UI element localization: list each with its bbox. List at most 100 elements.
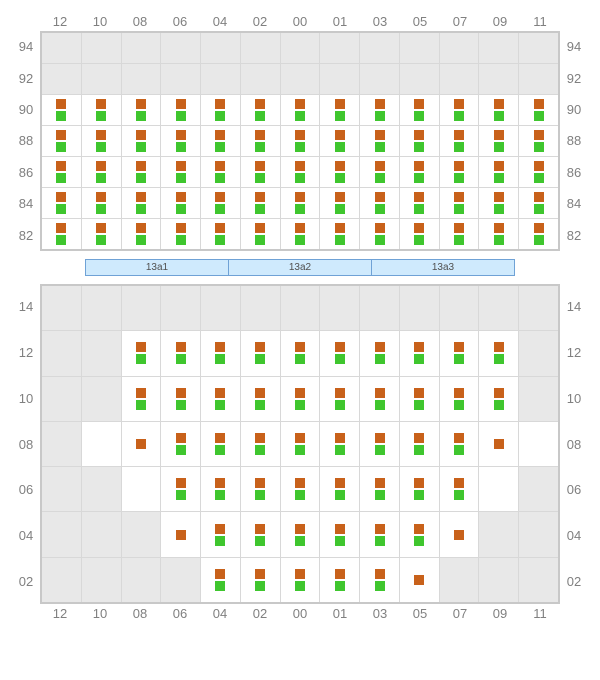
rack-cell[interactable] — [439, 157, 479, 187]
rack-cell[interactable] — [200, 331, 240, 375]
rack-cell[interactable] — [280, 467, 320, 511]
rack-cell[interactable] — [200, 95, 240, 125]
rack-cell[interactable] — [200, 157, 240, 187]
rack-cell[interactable] — [359, 377, 399, 421]
rack-cell[interactable] — [240, 188, 280, 218]
rack-cell[interactable] — [240, 126, 280, 156]
rack-cell[interactable] — [439, 331, 479, 375]
rack-cell[interactable] — [478, 157, 518, 187]
rack-cell[interactable] — [359, 95, 399, 125]
rack-cell[interactable] — [240, 157, 280, 187]
rack-cell[interactable] — [240, 467, 280, 511]
rack-cell[interactable] — [200, 558, 240, 602]
rack-cell[interactable] — [160, 157, 200, 187]
rack-cell[interactable] — [319, 157, 359, 187]
rack-cell[interactable] — [200, 467, 240, 511]
rack-cell[interactable] — [399, 188, 439, 218]
rack-cell[interactable] — [518, 95, 558, 125]
rack-cell[interactable] — [439, 188, 479, 218]
rack-cell[interactable] — [280, 126, 320, 156]
table-segment[interactable]: 13a2 — [228, 260, 371, 275]
rack-cell[interactable] — [160, 95, 200, 125]
rack-cell[interactable] — [200, 422, 240, 466]
rack-cell[interactable] — [359, 558, 399, 602]
rack-cell[interactable] — [280, 422, 320, 466]
rack-cell[interactable] — [319, 377, 359, 421]
rack-cell[interactable] — [319, 219, 359, 249]
rack-cell[interactable] — [518, 422, 558, 466]
rack-cell[interactable] — [319, 467, 359, 511]
rack-cell[interactable] — [81, 157, 121, 187]
rack-cell[interactable] — [478, 467, 518, 511]
rack-cell[interactable] — [319, 188, 359, 218]
rack-cell[interactable] — [240, 422, 280, 466]
rack-cell[interactable] — [478, 188, 518, 218]
rack-cell[interactable] — [439, 512, 479, 556]
rack-cell[interactable] — [160, 422, 200, 466]
rack-cell[interactable] — [240, 512, 280, 556]
rack-cell[interactable] — [319, 95, 359, 125]
table-segment[interactable]: 13a1 — [86, 260, 228, 275]
rack-cell[interactable] — [439, 126, 479, 156]
rack-cell[interactable] — [42, 126, 81, 156]
rack-cell[interactable] — [359, 157, 399, 187]
rack-cell[interactable] — [121, 467, 161, 511]
rack-cell[interactable] — [200, 126, 240, 156]
rack-cell[interactable] — [319, 422, 359, 466]
rack-cell[interactable] — [319, 126, 359, 156]
rack-cell[interactable] — [478, 422, 518, 466]
rack-cell[interactable] — [280, 219, 320, 249]
rack-cell[interactable] — [399, 157, 439, 187]
rack-cell[interactable] — [81, 126, 121, 156]
rack-cell[interactable] — [399, 467, 439, 511]
rack-cell[interactable] — [359, 219, 399, 249]
rack-cell[interactable] — [439, 377, 479, 421]
rack-cell[interactable] — [280, 95, 320, 125]
rack-cell[interactable] — [240, 219, 280, 249]
rack-cell[interactable] — [280, 512, 320, 556]
rack-cell[interactable] — [200, 377, 240, 421]
rack-cell[interactable] — [121, 422, 161, 466]
rack-cell[interactable] — [160, 377, 200, 421]
rack-cell[interactable] — [518, 188, 558, 218]
rack-cell[interactable] — [160, 467, 200, 511]
rack-cell[interactable] — [359, 467, 399, 511]
rack-cell[interactable] — [81, 95, 121, 125]
rack-cell[interactable] — [121, 188, 161, 218]
rack-cell[interactable] — [359, 126, 399, 156]
rack-cell[interactable] — [121, 126, 161, 156]
rack-cell[interactable] — [399, 512, 439, 556]
rack-cell[interactable] — [42, 188, 81, 218]
rack-cell[interactable] — [439, 467, 479, 511]
rack-cell[interactable] — [240, 95, 280, 125]
rack-cell[interactable] — [240, 377, 280, 421]
rack-cell[interactable] — [280, 331, 320, 375]
rack-cell[interactable] — [359, 422, 399, 466]
rack-cell[interactable] — [399, 331, 439, 375]
rack-cell[interactable] — [399, 126, 439, 156]
rack-cell[interactable] — [121, 95, 161, 125]
table-segment[interactable]: 13a3 — [371, 260, 514, 275]
rack-cell[interactable] — [439, 95, 479, 125]
rack-cell[interactable] — [518, 157, 558, 187]
rack-cell[interactable] — [121, 157, 161, 187]
rack-cell[interactable] — [121, 219, 161, 249]
rack-cell[interactable] — [280, 377, 320, 421]
rack-cell[interactable] — [121, 331, 161, 375]
rack-cell[interactable] — [478, 331, 518, 375]
rack-cell[interactable] — [359, 512, 399, 556]
rack-cell[interactable] — [280, 188, 320, 218]
rack-cell[interactable] — [81, 219, 121, 249]
rack-cell[interactable] — [319, 512, 359, 556]
rack-cell[interactable] — [160, 126, 200, 156]
rack-cell[interactable] — [121, 377, 161, 421]
rack-cell[interactable] — [399, 558, 439, 602]
rack-cell[interactable] — [399, 422, 439, 466]
rack-cell[interactable] — [160, 512, 200, 556]
rack-cell[interactable] — [319, 331, 359, 375]
rack-cell[interactable] — [160, 188, 200, 218]
rack-cell[interactable] — [478, 126, 518, 156]
rack-cell[interactable] — [359, 331, 399, 375]
rack-cell[interactable] — [42, 95, 81, 125]
rack-cell[interactable] — [359, 188, 399, 218]
